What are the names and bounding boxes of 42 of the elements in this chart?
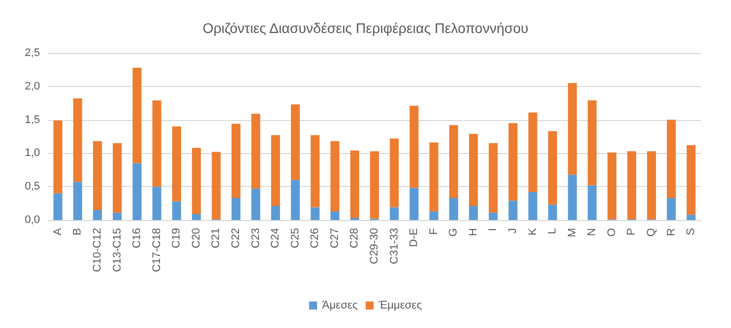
x-tick-label: C25	[289, 228, 302, 248]
x-tick-label: S	[685, 228, 698, 236]
y-tick-label: 0,0	[24, 214, 40, 226]
x-tick-label: K	[526, 227, 539, 236]
x-tick-label: C28	[348, 228, 361, 248]
x-tick-label: C19	[170, 228, 183, 248]
y-tick-label: 1,5	[24, 114, 40, 126]
x-tick-label: J	[507, 228, 520, 234]
legend-label: Έμμεσες	[378, 300, 422, 312]
x-tick-label: D-E	[408, 228, 420, 247]
x-tick-label: C26	[309, 228, 322, 248]
x-tick-label: Q	[646, 228, 658, 237]
x-tick-label: M	[566, 228, 578, 238]
x-tick-label: C17-C18	[150, 228, 163, 272]
y-tick-label: 2,0	[24, 80, 40, 92]
x-tick-label: P	[626, 228, 638, 236]
x-tick-label: A	[52, 227, 64, 236]
x-tick-label: C29-30	[368, 228, 380, 264]
x-tick-label: H	[467, 228, 480, 236]
x-tick-label: C31-33	[388, 228, 400, 264]
x-tick-label: R	[665, 228, 678, 236]
x-tick-label: C27	[328, 228, 341, 248]
x-tick-label: C10-C12	[91, 228, 104, 272]
chart-title: Οριζόντιες Διασυνδέσεις Περιφέρειας Πελοποννήσου	[202, 20, 528, 36]
x-tick-label: C21	[210, 228, 222, 248]
y-tick-label: 1,0	[24, 147, 40, 160]
x-tick-label: O	[606, 228, 618, 237]
y-tick-label: 2,5	[24, 47, 40, 59]
x-tick-label: L	[546, 228, 559, 234]
y-tick-label: 0,5	[24, 180, 40, 193]
x-tick-label: G	[448, 228, 460, 237]
x-tick-label: C22	[230, 228, 242, 248]
legend-label: Άμεσες	[322, 300, 358, 312]
x-tick-label: N	[586, 228, 598, 236]
x-tick-label: C24	[270, 228, 282, 248]
x-tick-label: C13-C15	[111, 228, 124, 272]
x-tick-label: C23	[250, 228, 262, 248]
x-tick-label: F	[428, 228, 440, 235]
x-tick-label: B	[72, 228, 84, 236]
x-tick-label: I	[487, 228, 500, 232]
x-tick-label: C20	[190, 228, 202, 248]
x-tick-label: C16	[131, 228, 144, 248]
